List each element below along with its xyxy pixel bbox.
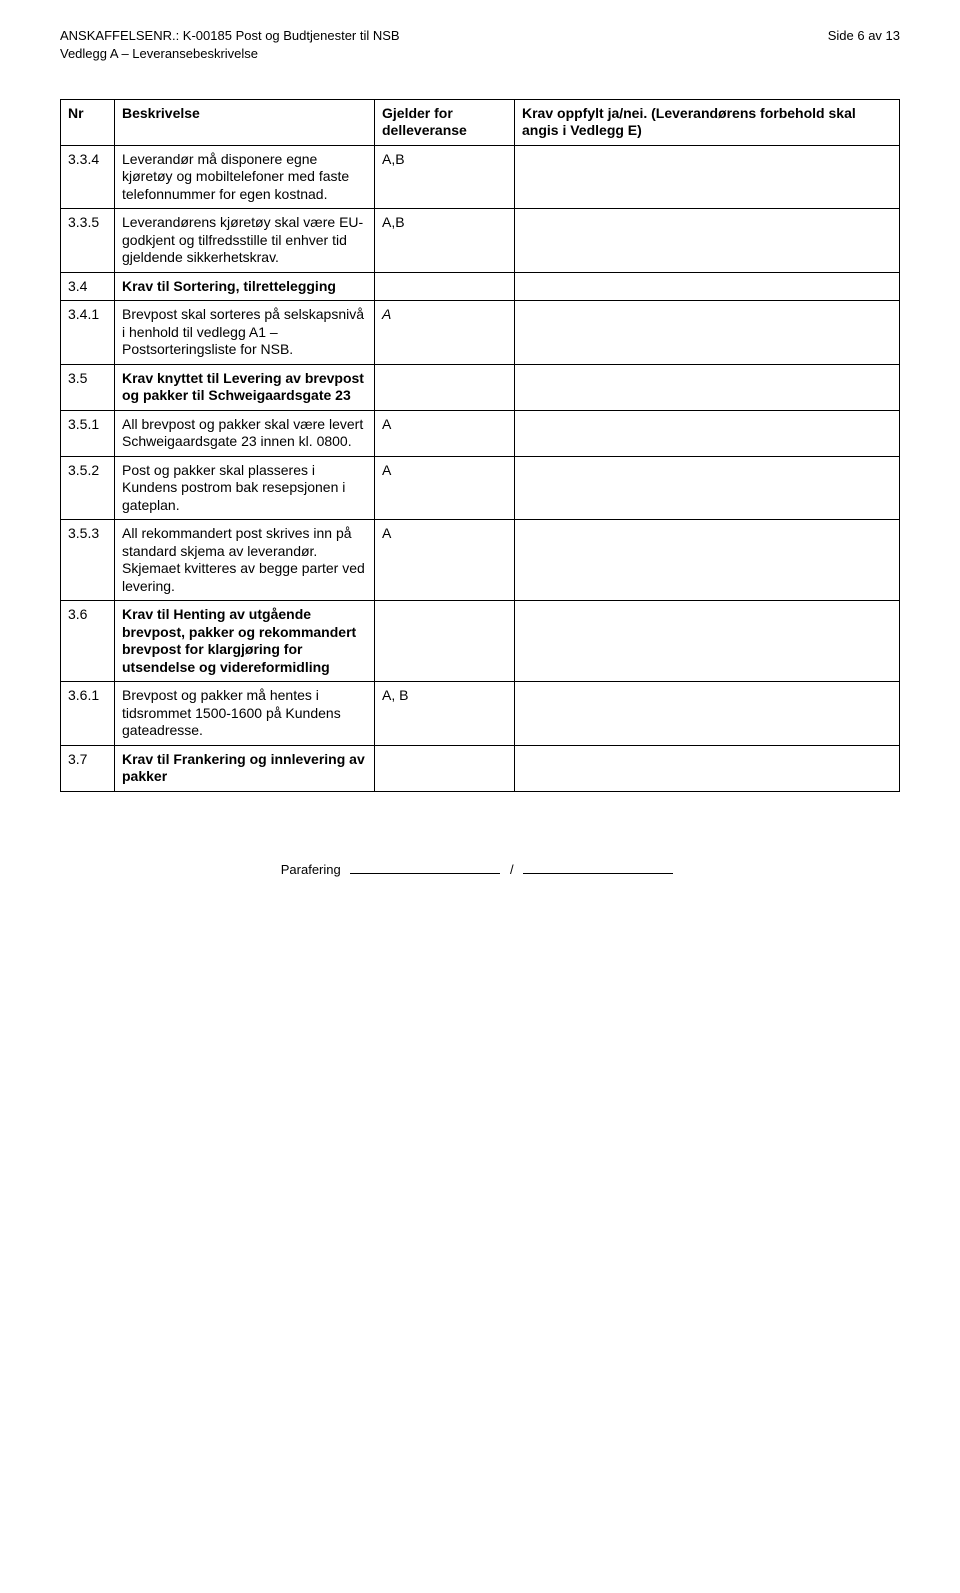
table-row: 3.5.3All rekommandert post skrives inn p… <box>61 520 900 601</box>
cell-beskrivelse: Brevpost og pakker må hentes i tidsromme… <box>115 682 375 746</box>
cell-nr: 3.5.3 <box>61 520 115 601</box>
footer-label: Parafering <box>281 862 341 877</box>
cell-beskrivelse: Leverandørens kjøretøy skal være EU-godk… <box>115 209 375 273</box>
cell-krav <box>515 745 900 791</box>
cell-nr: 3.4 <box>61 272 115 301</box>
cell-krav <box>515 520 900 601</box>
col-nr: Nr <box>61 99 115 145</box>
table-row: 3.6Krav til Henting av utgående brevpost… <box>61 601 900 682</box>
table-row: 3.5Krav knyttet til Levering av brevpost… <box>61 364 900 410</box>
cell-gjelder <box>375 745 515 791</box>
col-gjelder: Gjelder for delleveranse <box>375 99 515 145</box>
table-row: 3.5.2Post og pakker skal plasseres i Kun… <box>61 456 900 520</box>
cell-beskrivelse: Leverandør må disponere egne kjøretøy og… <box>115 145 375 209</box>
cell-krav <box>515 301 900 365</box>
col-beskrivelse: Beskrivelse <box>115 99 375 145</box>
cell-beskrivelse: Brevpost skal sorteres på selskapsnivå i… <box>115 301 375 365</box>
footer-parafering: Parafering / <box>60 862 900 878</box>
doc-header-sub: Vedlegg A – Leveransebeskrivelse <box>60 46 900 62</box>
cell-beskrivelse: Krav til Sortering, tilrettelegging <box>115 272 375 301</box>
cell-gjelder <box>375 601 515 682</box>
doc-header-page: Side 6 av 13 <box>828 28 900 44</box>
cell-nr: 3.5.2 <box>61 456 115 520</box>
table-row: 3.3.5Leverandørens kjøretøy skal være EU… <box>61 209 900 273</box>
cell-nr: 3.4.1 <box>61 301 115 365</box>
table-row: 3.6.1Brevpost og pakker må hentes i tids… <box>61 682 900 746</box>
cell-gjelder <box>375 272 515 301</box>
cell-krav <box>515 601 900 682</box>
table-row: 3.3.4Leverandør må disponere egne kjøret… <box>61 145 900 209</box>
cell-nr: 3.6 <box>61 601 115 682</box>
cell-krav <box>515 456 900 520</box>
cell-beskrivelse: All rekommandert post skrives inn på sta… <box>115 520 375 601</box>
cell-gjelder: A,B <box>375 145 515 209</box>
cell-gjelder: A <box>375 410 515 456</box>
cell-gjelder: A, B <box>375 682 515 746</box>
cell-beskrivelse: Krav til Frankering og innlevering av pa… <box>115 745 375 791</box>
table-row: 3.4.1Brevpost skal sorteres på selskapsn… <box>61 301 900 365</box>
cell-gjelder: A <box>375 301 515 365</box>
cell-gjelder: A <box>375 520 515 601</box>
cell-gjelder: A,B <box>375 209 515 273</box>
cell-beskrivelse: Post og pakker skal plasseres i Kundens … <box>115 456 375 520</box>
col-krav: Krav oppfylt ja/nei. (Leverandørens forb… <box>515 99 900 145</box>
cell-beskrivelse: All brevpost og pakker skal være levert … <box>115 410 375 456</box>
cell-krav <box>515 145 900 209</box>
table-header-row: Nr Beskrivelse Gjelder for delleveranse … <box>61 99 900 145</box>
cell-beskrivelse: Krav knyttet til Levering av brevpost og… <box>115 364 375 410</box>
footer-sep: / <box>510 862 514 877</box>
table-row: 3.7Krav til Frankering og innlevering av… <box>61 745 900 791</box>
cell-gjelder: A <box>375 456 515 520</box>
cell-krav <box>515 682 900 746</box>
signature-line-right <box>523 873 673 874</box>
cell-nr: 3.5 <box>61 364 115 410</box>
cell-krav <box>515 410 900 456</box>
cell-nr: 3.3.4 <box>61 145 115 209</box>
cell-krav <box>515 364 900 410</box>
cell-krav <box>515 272 900 301</box>
cell-beskrivelse: Krav til Henting av utgående brevpost, p… <box>115 601 375 682</box>
cell-nr: 3.7 <box>61 745 115 791</box>
cell-krav <box>515 209 900 273</box>
signature-line-left <box>350 873 500 874</box>
cell-nr: 3.5.1 <box>61 410 115 456</box>
cell-gjelder <box>375 364 515 410</box>
table-row: 3.5.1All brevpost og pakker skal være le… <box>61 410 900 456</box>
doc-header-left: ANSKAFFELSENR.: K-00185 Post og Budtjene… <box>60 28 400 44</box>
table-row: 3.4Krav til Sortering, tilrettelegging <box>61 272 900 301</box>
requirements-table: Nr Beskrivelse Gjelder for delleveranse … <box>60 99 900 792</box>
cell-nr: 3.6.1 <box>61 682 115 746</box>
cell-nr: 3.3.5 <box>61 209 115 273</box>
